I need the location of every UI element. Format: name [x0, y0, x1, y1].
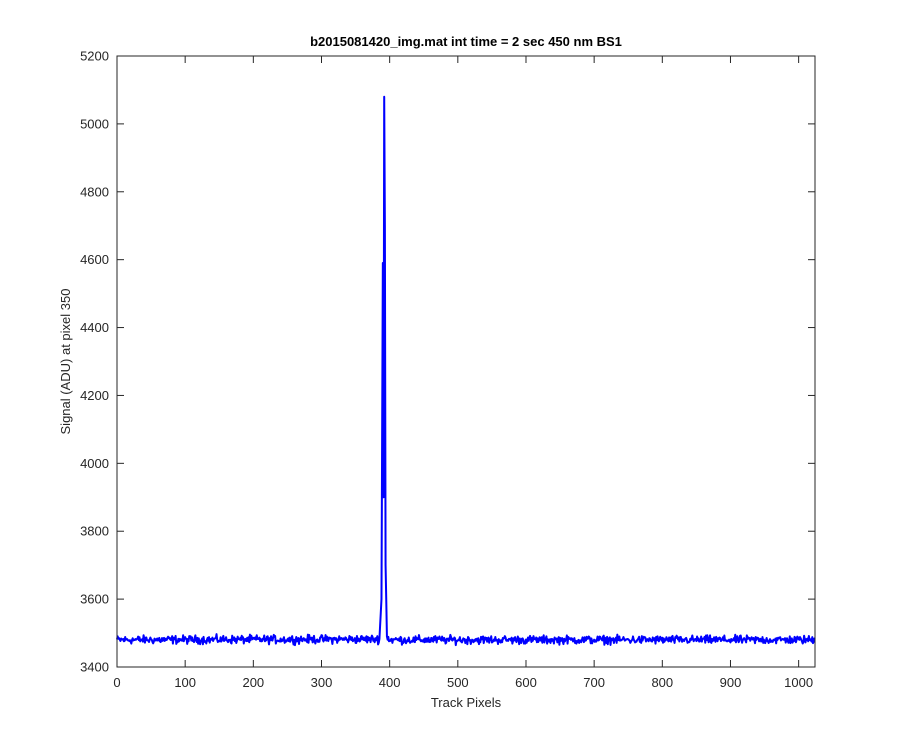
axes-box: [116, 55, 816, 668]
plot-area: [117, 56, 815, 667]
y-tick-label: 3600: [80, 592, 109, 607]
x-tick-label: 600: [515, 675, 537, 690]
chart-title: b2015081420_img.mat int time = 2 sec 450…: [310, 34, 622, 49]
y-tick-label: 3800: [80, 524, 109, 539]
x-tick-label: 0: [113, 675, 120, 690]
y-tick-label: 4000: [80, 456, 109, 471]
x-tick-label: 300: [311, 675, 333, 690]
y-tick-label: 5200: [80, 49, 109, 64]
y-tick-label: 5000: [80, 116, 109, 131]
x-tick-label: 400: [379, 675, 401, 690]
y-ticks: 3400 3600 3800 4000 4200 4400 4600 4800 5000 5200: [80, 49, 815, 675]
y-tick-label: 3400: [80, 660, 109, 675]
x-tick-label: 200: [242, 675, 264, 690]
y-tick-label: 4800: [80, 184, 109, 199]
x-tick-label: 500: [447, 675, 469, 690]
x-tick-label: 100: [174, 675, 196, 690]
series-layer: [116, 95, 816, 647]
y-tick-label: 4200: [80, 388, 109, 403]
y-tick-label: 4400: [80, 320, 109, 335]
x-tick-label: 700: [583, 675, 605, 690]
x-ticks: 0 100 200 300 400 500 600 700 800 900 1000: [113, 56, 813, 690]
y-tick-label: 4600: [80, 252, 109, 267]
x-tick-label: 1000: [784, 675, 813, 690]
y-axis-label: Signal (ADU) at pixel 350: [58, 289, 73, 435]
series-line: [116, 95, 816, 647]
x-tick-label: 900: [720, 675, 742, 690]
x-axis-label: Track Pixels: [431, 695, 502, 710]
x-tick-label: 800: [651, 675, 673, 690]
